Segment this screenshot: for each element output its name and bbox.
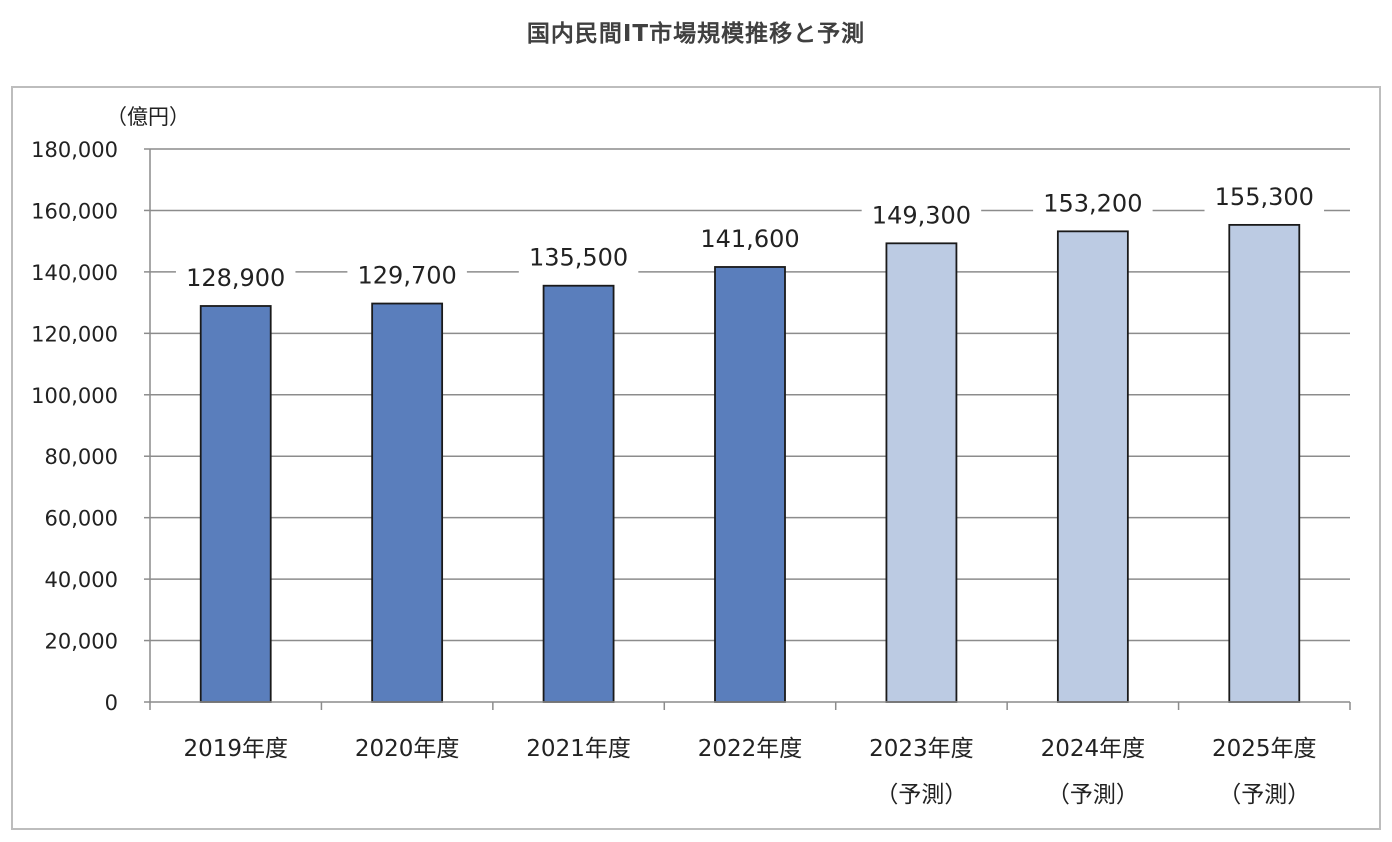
data-labels: 128,900 129,700 135,500 141,600 149,300 153,2… xyxy=(175,180,1325,294)
y-axis-tick-label: 160,000 xyxy=(31,199,118,223)
data-label: 155,300 xyxy=(1215,183,1314,211)
bar-forecast xyxy=(1228,223,1301,703)
data-label-background xyxy=(1204,180,1325,213)
bar-forecast xyxy=(1056,230,1129,703)
data-label-background xyxy=(861,199,982,232)
x-axis-tick-label: 2020年度 xyxy=(355,736,460,762)
x-axis-tick-label: 2019年度 xyxy=(183,736,288,762)
data-label: 149,300 xyxy=(872,201,971,229)
y-axis-tick-label: 40,000 xyxy=(45,568,118,592)
x-axis-tick-label: （予測） xyxy=(1218,782,1310,808)
y-axis-tick-label: 140,000 xyxy=(31,261,118,285)
y-axis-tick-label: 100,000 xyxy=(31,384,118,408)
x-axis-tick-label: 2022年度 xyxy=(698,736,803,762)
bar-actual xyxy=(371,302,444,703)
y-axis-unit-label: （億円） xyxy=(106,105,190,129)
x-axis-tick-label: （予測） xyxy=(1047,782,1139,808)
y-axis-tick-label: 20,000 xyxy=(45,630,118,654)
y-axis-tick-label: 0 xyxy=(105,691,118,715)
bars xyxy=(199,223,1301,703)
data-label: 129,700 xyxy=(358,262,457,290)
data-label: 135,500 xyxy=(529,244,628,272)
bar-actual xyxy=(199,305,272,703)
data-label-background xyxy=(1033,187,1153,220)
y-axis-tick-label: 180,000 xyxy=(31,138,118,162)
x-axis-tick-label: 2023年度 xyxy=(869,736,974,762)
bar-forecast xyxy=(885,242,958,703)
data-label-background xyxy=(347,259,467,292)
x-axis-tick-label: 2025年度 xyxy=(1212,736,1317,762)
x-axis-tick-label: 2024年度 xyxy=(1041,736,1146,762)
y-axis-tick-label: 60,000 xyxy=(45,507,118,531)
x-axis-ticks: 2019年度 2020年度 2021年度 2022年度 2023年度 （予測） 2024年度… xyxy=(149,701,1351,808)
data-label: 128,900 xyxy=(186,264,285,292)
bar-actual xyxy=(542,284,615,703)
y-axis-ticks: 0 20,000 40,000 60,000 80,000 100,000 120,000 1… xyxy=(31,138,151,715)
y-axis-tick-label: 120,000 xyxy=(31,322,118,346)
x-axis-tick-label: 2021年度 xyxy=(526,736,631,762)
page-title: 国内民間IT市場規模推移と予測 xyxy=(526,21,866,47)
data-label-background xyxy=(175,261,296,294)
y-axis-tick-label: 80,000 xyxy=(45,445,118,469)
x-axis-tick-label: （予測） xyxy=(875,782,967,808)
data-label: 153,200 xyxy=(1043,189,1142,217)
data-label-background xyxy=(518,241,639,274)
data-label-background xyxy=(690,222,810,255)
data-label: 141,600 xyxy=(700,225,799,253)
bar-actual xyxy=(714,266,786,703)
